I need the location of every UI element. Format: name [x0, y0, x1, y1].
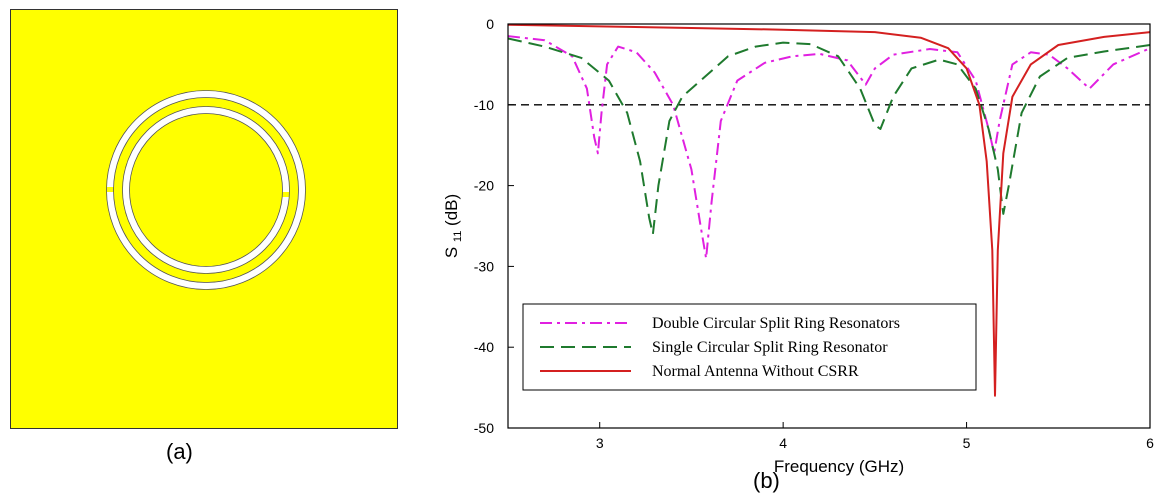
inner-split-ring: [122, 106, 290, 274]
y-tick-label: -50: [474, 420, 494, 436]
inner-ring-outline: [122, 106, 290, 274]
x-tick-label: 5: [963, 435, 971, 451]
legend-box: [522, 303, 977, 391]
outer-ring-split: [105, 187, 119, 192]
x-tick-label: 6: [1146, 435, 1154, 451]
csrr-geometry-svg: [11, 10, 397, 428]
plot-frame: [507, 23, 1151, 429]
legend-label-1: Single Circular Split Ring Resonator: [652, 339, 888, 356]
outer-ring-outline: [106, 90, 306, 290]
inner-ring-split: [282, 192, 294, 197]
series-line-0: [507, 35, 1151, 260]
y-tick-label: -30: [474, 258, 494, 274]
y-tick-label: -20: [474, 178, 494, 194]
inner-ring-inner-outline: [129, 113, 283, 267]
outer-ring-inner-outline: [113, 97, 299, 283]
x-tick-label: 4: [779, 435, 787, 451]
legend: Double Circular Split Ring Resonators Sin…: [522, 303, 977, 391]
y-tick-label: -10: [474, 97, 494, 113]
y-axis-title-subscript: 11: [452, 231, 464, 242]
y-axis-title-unit: (dB): [442, 194, 461, 226]
ground-plane: [11, 10, 397, 428]
plot-area: [507, 23, 1151, 397]
axes: 3 4 5 6 0 -10 -20 -30 -40 -50: [474, 16, 1154, 451]
y-axis-title: S 11 (dB): [442, 194, 465, 258]
y-tick-label: 0: [486, 16, 494, 32]
legend-label-0: Double Circular Split Ring Resonators: [652, 315, 900, 332]
series-line-1: [507, 37, 1151, 236]
csrr-geometry-figure: [10, 9, 398, 429]
x-tick-label: 3: [596, 435, 604, 451]
x-axis-title: Frequency (GHz): [774, 457, 904, 476]
y-tick-label: -40: [474, 339, 494, 355]
panel-b-label: (b): [753, 468, 780, 493]
series-line-2: [507, 23, 1151, 397]
legend-label-2: Normal Antenna Without CSRR: [652, 363, 859, 380]
y-axis-title-main: S: [442, 247, 461, 258]
panel-a-label: (a): [166, 439, 193, 464]
